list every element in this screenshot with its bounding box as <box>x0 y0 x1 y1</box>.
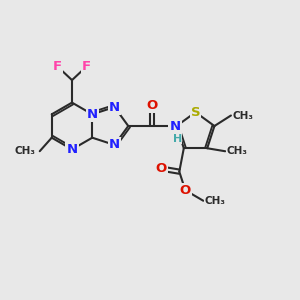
Text: CH₃: CH₃ <box>227 146 248 156</box>
Text: N: N <box>109 100 120 114</box>
Text: N: N <box>66 143 78 156</box>
Text: N: N <box>109 138 120 152</box>
Text: N: N <box>87 108 98 121</box>
Text: O: O <box>146 99 157 112</box>
Text: F: F <box>53 60 62 73</box>
Text: CH₃: CH₃ <box>205 196 226 206</box>
Text: F: F <box>82 60 91 73</box>
Text: O: O <box>180 184 191 197</box>
Text: N: N <box>169 119 181 133</box>
Text: H: H <box>172 134 182 144</box>
Text: CH₃: CH₃ <box>14 146 35 156</box>
Text: CH₃: CH₃ <box>232 110 254 121</box>
Text: O: O <box>156 162 167 175</box>
Text: S: S <box>191 106 200 119</box>
